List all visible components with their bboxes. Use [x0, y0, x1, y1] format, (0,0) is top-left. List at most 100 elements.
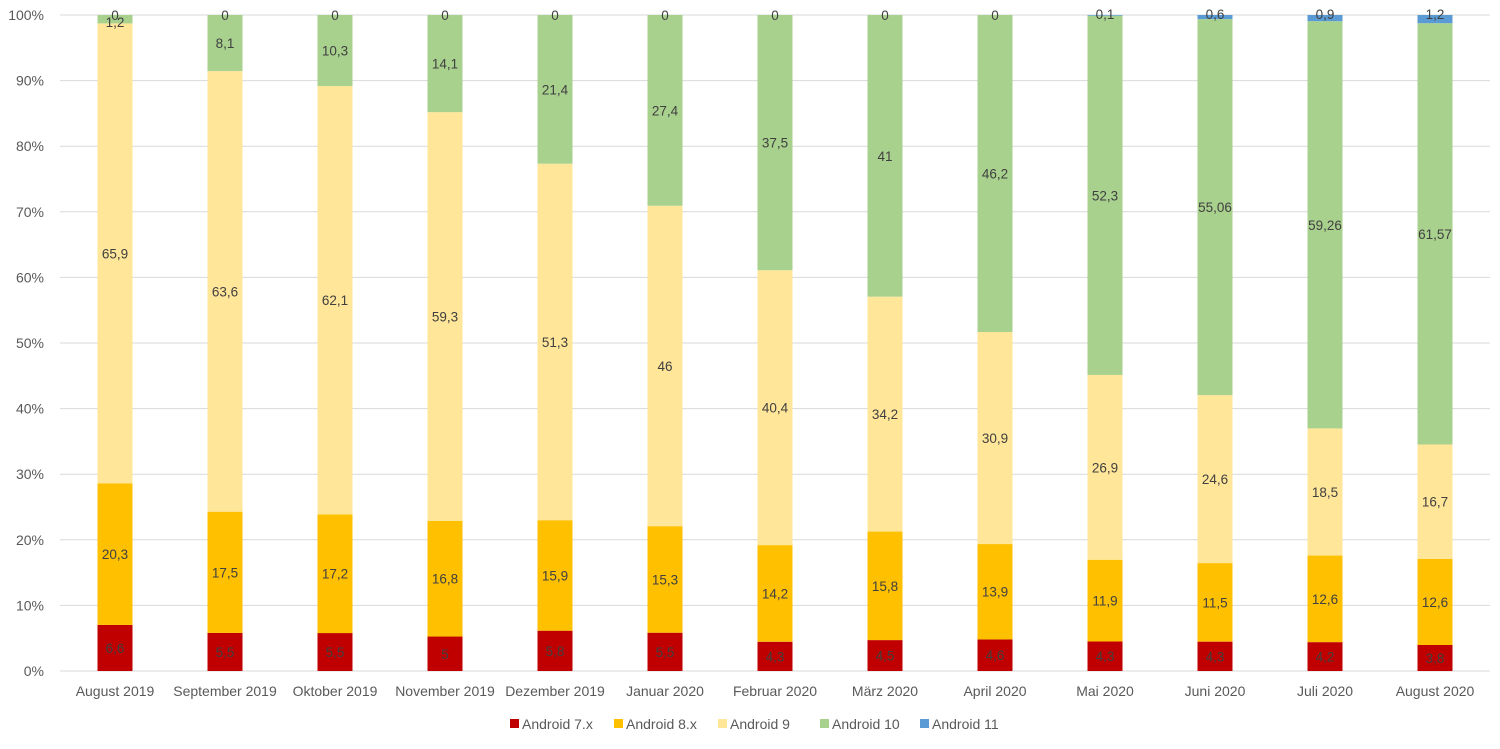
x-tick-label: Juni 2020	[1185, 683, 1246, 699]
data-label: 24,6	[1202, 472, 1228, 487]
bar-segment	[1307, 555, 1343, 643]
y-tick-label: 40%	[16, 401, 44, 417]
bar-segment	[977, 544, 1013, 640]
data-label: 0,1	[1096, 7, 1115, 22]
x-tick-label: September 2019	[173, 683, 277, 699]
bar-segment	[97, 483, 133, 625]
data-label: 0	[991, 8, 999, 23]
data-label: 1,2	[1426, 7, 1445, 22]
bar-segment	[97, 23, 133, 484]
data-label: 14,2	[762, 586, 788, 601]
x-tick-label: August 2020	[1396, 683, 1475, 699]
data-label: 55,06	[1198, 200, 1232, 215]
bar-segment	[867, 640, 903, 671]
bar-segment	[1417, 444, 1453, 559]
y-tick-label: 0%	[24, 663, 44, 679]
y-tick-label: 50%	[16, 335, 44, 351]
bar-segment	[317, 15, 353, 87]
data-label: 0	[771, 8, 779, 23]
data-label: 46	[657, 359, 672, 374]
data-label: 17,2	[322, 567, 348, 582]
bar-segment	[97, 15, 133, 24]
bar-segment	[207, 511, 243, 633]
bar-segment	[977, 332, 1013, 545]
data-label: 5	[441, 647, 449, 662]
legend-swatch	[820, 719, 829, 728]
data-label: 51,3	[542, 335, 568, 350]
bar-segment	[317, 514, 353, 634]
bar-segment	[1087, 374, 1123, 560]
legend-label: Android 11	[932, 716, 999, 732]
data-label: 0	[881, 8, 889, 23]
bar-segment	[427, 636, 463, 671]
bar-segment	[1087, 641, 1123, 671]
data-label: 0	[221, 8, 229, 23]
bar-segment	[537, 163, 573, 521]
data-label: 15,8	[872, 579, 898, 594]
data-label: 15,3	[652, 572, 678, 587]
data-label: 14,1	[432, 57, 458, 72]
y-tick-label: 10%	[16, 597, 44, 613]
bar-segment	[1087, 15, 1123, 375]
bar-segment	[867, 15, 903, 297]
data-label: 27,4	[652, 103, 679, 118]
legend: Android 7.x Android 8.x Android 9 Android 1…	[510, 716, 999, 732]
y-tick-label: 20%	[16, 532, 44, 548]
data-label: 40,4	[762, 401, 789, 416]
bar-segment	[1307, 642, 1343, 671]
data-label: 4,2	[1316, 650, 1335, 665]
data-label: 46,2	[982, 167, 1008, 182]
bar-segment	[427, 15, 463, 113]
bar-segment	[317, 86, 353, 515]
bar-segment	[1417, 23, 1453, 445]
data-label: 0,9	[1316, 7, 1335, 22]
data-label: 4,3	[1096, 649, 1115, 664]
bar-segment	[537, 520, 573, 631]
data-label: 26,9	[1092, 460, 1118, 475]
bar-segment	[1307, 428, 1343, 556]
bar-segment	[1197, 19, 1233, 396]
x-tick-label: August 2019	[76, 683, 155, 699]
x-tick-label: Dezember 2019	[505, 683, 605, 699]
data-label: 59,3	[432, 309, 458, 324]
x-tick-label: November 2019	[395, 683, 495, 699]
data-label: 16,7	[1422, 495, 1448, 510]
x-axis-labels: August 2019 September 2019 Oktober 2019 Nov…	[76, 683, 1475, 699]
bar-segment	[207, 71, 243, 512]
bar-segment	[207, 632, 243, 671]
data-label: 10,3	[322, 44, 348, 59]
data-label: 0	[441, 8, 449, 23]
data-label: 52,3	[1092, 188, 1118, 203]
data-label: 4,3	[1206, 649, 1225, 664]
data-label: 11,9	[1092, 594, 1117, 609]
y-tick-label: 70%	[16, 204, 44, 220]
data-label: 4,6	[986, 648, 1005, 663]
bar-segment	[867, 531, 903, 641]
data-label: 30,9	[982, 431, 1008, 446]
bar-segment	[1197, 15, 1233, 20]
y-tick-label: 60%	[16, 269, 44, 285]
data-label: 4,3	[766, 649, 785, 664]
x-tick-label: Oktober 2019	[293, 683, 378, 699]
data-label: 0,6	[1206, 7, 1225, 22]
y-tick-label: 90%	[16, 73, 44, 89]
data-label: 61,57	[1418, 227, 1452, 242]
data-label: 17,5	[212, 565, 238, 580]
bars	[97, 15, 1453, 671]
bar-segment	[647, 632, 683, 671]
legend-label: Android 10	[832, 716, 900, 732]
bar-segment	[427, 520, 463, 637]
data-label: 4,5	[876, 649, 895, 664]
data-label: 6,6	[106, 641, 125, 656]
bar-segment	[867, 296, 903, 532]
y-axis-ticks: 0% 10% 20% 30% 40% 50% 60% 70% 80% 90% 100%	[8, 7, 44, 679]
legend-label: Android 8.x	[626, 716, 697, 732]
bar-segment	[977, 639, 1013, 671]
y-tick-label: 30%	[16, 466, 44, 482]
bar-segment	[647, 205, 683, 527]
data-label: 12,6	[1422, 595, 1448, 610]
data-label: 1,2	[106, 15, 125, 30]
bar-segment	[537, 15, 573, 164]
bar-segment	[97, 624, 133, 671]
